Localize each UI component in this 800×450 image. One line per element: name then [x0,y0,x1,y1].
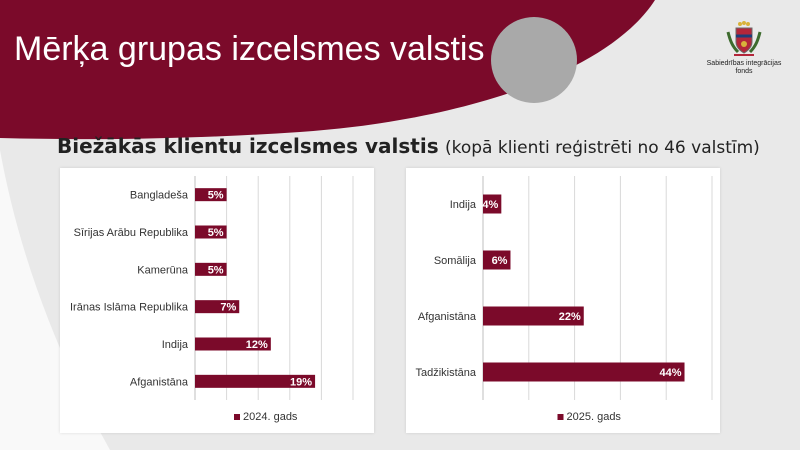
c2025-bar [483,194,502,214]
c2025-data-label: 22% [559,311,581,323]
logo-text-line2: fonds [735,68,753,75]
c2025-data-label: 4% [482,199,498,211]
chart-2025: Indija 4% Somālija 6% Afganistāna 22% Tadžikis… [406,168,720,433]
chart-2024: Bangladeša 5% Sīrijas Arābu Republika 5% Kam… [60,168,374,433]
c2025-data-label: 44% [659,367,681,379]
c2025-data-label: 6% [492,255,508,267]
c2024-bar [195,225,227,239]
subtitle-bold: Biežākās klientu izcelsmes valstis [57,134,439,158]
c2024-data-label: 12% [246,339,268,351]
chart-subtitle: Biežākās klientu izcelsmes valstis (kopā… [57,134,760,158]
c2024-data-label: 5% [208,227,224,239]
c2024-category-label: Bangladeša [130,190,189,202]
background-light-arc [0,150,110,450]
subtitle-note: (kopā klienti reģistrēti no 46 valstīm) [444,138,760,158]
header-band [0,0,655,140]
slide-title: Mērķa grupas izcelsmes valstis [14,30,485,68]
coat-of-arms-icon [726,21,762,56]
c2024-data-label: 7% [220,302,236,314]
c2024-bar [195,188,227,202]
c2025-bar [483,250,511,270]
c2024-category-label: Irānas Islāma Republika [70,302,189,314]
c2025-category-label: Tadžikistāna [415,367,476,379]
c2025-legend-label: 2025. gads [567,411,622,423]
c2024-data-label: 19% [290,376,312,388]
c2025-legend-swatch [557,414,564,420]
c2024-legend-label: 2024. gads [243,411,298,423]
c2024-category-label: Kamerūna [137,264,189,276]
accent-circle [491,17,577,103]
logo: Sabiedrības integrācijas fonds [704,20,784,76]
c2025-category-label: Afganistāna [418,311,477,323]
c2024-data-label: 5% [208,190,224,202]
c2025-category-label: Somālija [434,255,477,267]
chart-2025-svg: Indija 4% Somālija 6% Afganistāna 22% Tadžikis… [415,176,713,423]
c2024-category-label: Sīrijas Arābu Republika [74,227,189,239]
c2024-legend-swatch [234,414,240,420]
c2025-category-label: Indija [450,199,477,211]
c2025-bar [483,306,584,326]
c2024-data-label: 5% [208,264,224,276]
chart-2024-svg: Bangladeša 5% Sīrijas Arābu Republika 5% Kam… [70,176,354,423]
c2024-bar [195,337,271,351]
c2025-bar [483,362,685,382]
c2024-category-label: Afganistāna [130,376,189,388]
c2024-bar [195,300,240,314]
c2024-bar [195,374,316,388]
c2024-category-label: Indija [162,339,189,351]
c2024-bar [195,262,227,276]
logo-text-line1: Sabiedrības integrācijas [706,60,782,67]
